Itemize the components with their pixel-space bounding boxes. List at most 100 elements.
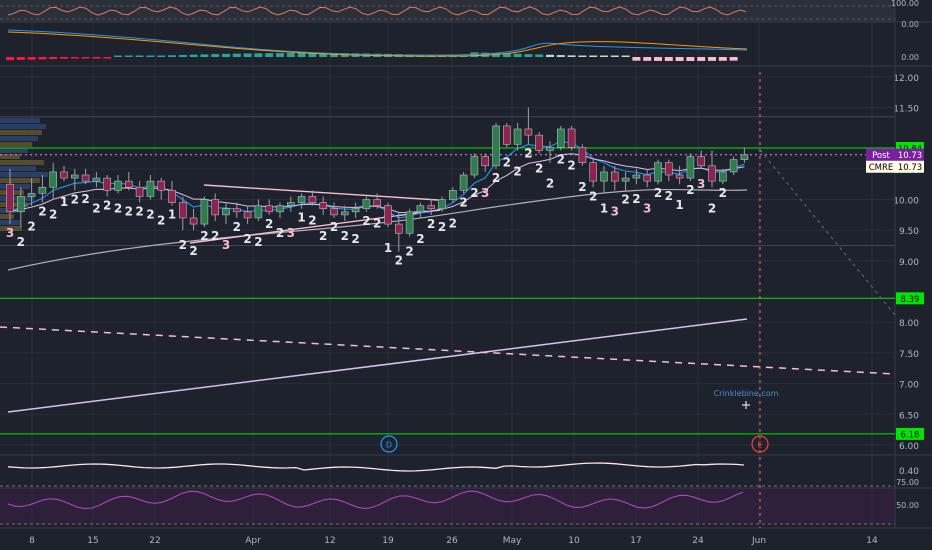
sequence-count-label: 2 [632, 192, 640, 206]
candle-body [179, 202, 187, 219]
candle [254, 199, 263, 222]
sequence-count-label: 2 [211, 229, 219, 243]
macd-histogram-bar [524, 54, 533, 57]
sequence-count-label: 2 [665, 189, 673, 203]
macd-histogram-bar [567, 55, 576, 57]
volume-profile-bar [0, 166, 36, 171]
y-tick-label: 11.50 [893, 105, 919, 115]
macd-histogram-bar [513, 53, 522, 57]
candle-body [157, 180, 165, 191]
y-tick-label: 7.00 [899, 381, 919, 391]
volume-profile-bar [0, 118, 40, 123]
candle-body [265, 205, 274, 213]
candle-body [71, 174, 79, 179]
candle [351, 202, 360, 218]
candle-body [621, 177, 630, 182]
sequence-count-label: 2 [503, 155, 511, 169]
sequence-count-label: 2 [427, 217, 435, 231]
candle-body [697, 156, 706, 167]
candle [675, 165, 684, 185]
price-label: 8.39 [901, 295, 920, 305]
candle [567, 125, 576, 151]
candle [146, 174, 155, 200]
candle [243, 205, 252, 225]
sequence-count-label: 2 [103, 198, 111, 212]
candle-body [135, 186, 144, 197]
candle [643, 168, 652, 188]
sequence-count-label: 2 [351, 232, 359, 246]
candle-body [416, 205, 425, 213]
candle [125, 171, 133, 191]
candle-body [675, 174, 684, 179]
sequence-count-label: 2 [405, 244, 413, 258]
candle [578, 144, 587, 166]
candle-body [394, 223, 403, 234]
macd-histogram-bar [610, 55, 619, 57]
candle [718, 168, 727, 185]
candle [200, 196, 209, 228]
candle [384, 202, 392, 228]
sequence-count-label: 2 [719, 186, 727, 200]
candle [222, 202, 230, 225]
macd-histogram-bar [70, 57, 79, 59]
candle [697, 150, 706, 169]
candle [654, 159, 662, 185]
y-tick-label: 7.50 [899, 350, 919, 360]
volume-profile-bar [0, 148, 28, 153]
x-tick-label: 17 [630, 536, 641, 546]
x-tick-label: May [503, 536, 522, 546]
candle-body [233, 208, 241, 213]
macd-histogram-bar [729, 57, 738, 61]
sequence-count-label: 2 [492, 171, 500, 185]
x-tick-label: 26 [446, 536, 458, 546]
sequence-count-label: 2 [708, 201, 716, 215]
candle-body [384, 205, 392, 225]
candle-body [92, 177, 101, 182]
macd-zero-label: 0.00 [901, 53, 919, 62]
x-tick-label: Jun [751, 536, 766, 546]
candle [114, 174, 122, 194]
event-marker-letter: D [386, 441, 392, 450]
macd-histogram-bar [103, 57, 112, 59]
sequence-count-label: 2 [330, 220, 338, 234]
candle [308, 190, 317, 206]
volume-profile-bar [0, 178, 40, 183]
sequence-count-label: 2 [308, 214, 316, 228]
candle-body [556, 128, 565, 148]
volume-profile-bar [0, 184, 30, 189]
macd-histogram-bar [200, 54, 209, 57]
x-tick-label: 8 [29, 536, 35, 546]
candle [179, 196, 187, 231]
macd-histogram-bar [254, 53, 263, 57]
candle-body [567, 128, 576, 148]
price-label-box [896, 160, 924, 173]
sequence-count-label: 2 [341, 229, 349, 243]
volume-profile-bar [0, 172, 48, 177]
rsi-upper-label: 75.00 [896, 478, 919, 487]
candle-body [16, 196, 25, 213]
macd-histogram-bar [146, 55, 155, 57]
x-tick-label: 15 [87, 536, 98, 546]
candle [556, 125, 565, 151]
candle [38, 174, 47, 203]
sequence-count-label: 1 [297, 211, 305, 225]
candle [438, 196, 446, 212]
macd-histogram-bar [632, 57, 641, 61]
candle [340, 205, 349, 222]
candle-body [664, 162, 673, 176]
candle [394, 211, 403, 252]
macd-histogram-bar [578, 55, 587, 57]
candle [233, 202, 241, 218]
sequence-count-label: 3 [611, 204, 619, 218]
candle [168, 181, 176, 206]
sequence-count-label: 1 [675, 198, 683, 212]
sequence-count-label: 1 [384, 241, 392, 255]
candle [664, 159, 673, 182]
x-tick-label: 10 [568, 536, 580, 546]
y-tick-label: 8.00 [899, 319, 919, 329]
candle [535, 132, 544, 154]
x-tick-label: 14 [866, 536, 878, 546]
candle-body [351, 208, 360, 213]
event-marker-e-icon [751, 435, 769, 453]
